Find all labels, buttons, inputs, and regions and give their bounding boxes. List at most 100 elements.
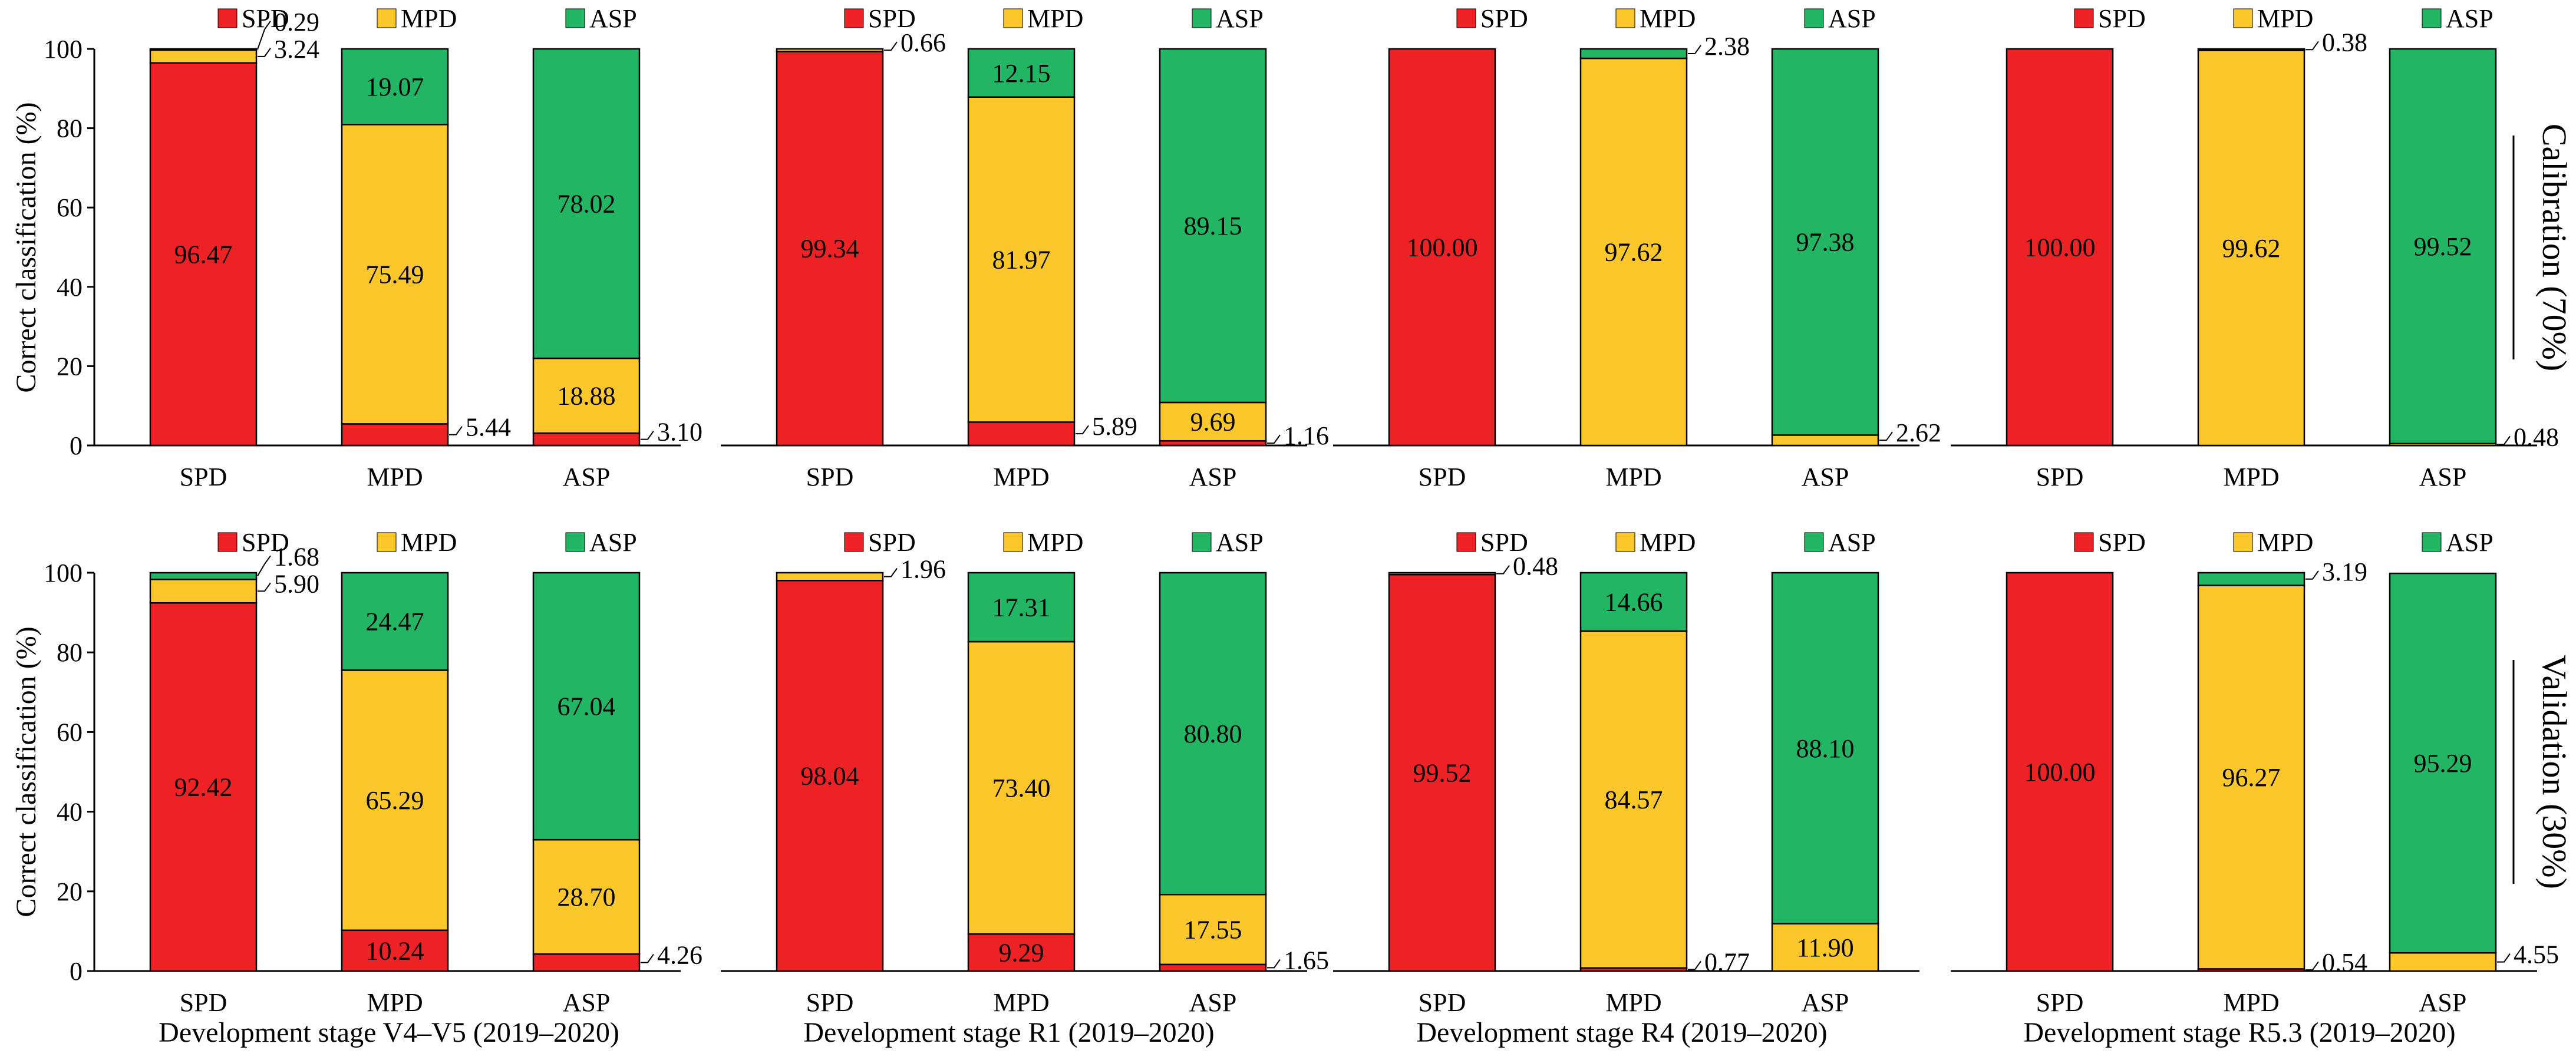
label-leader [257, 555, 271, 577]
legend-swatch [565, 8, 585, 28]
y-tick-label: 80 [57, 638, 83, 667]
x-tick-label: MPD [2223, 988, 2279, 1017]
legend-label: ASP [2446, 4, 2493, 33]
data-label: 1.68 [274, 542, 319, 571]
legend-label: ASP [589, 4, 637, 33]
bar-segment [532, 48, 641, 359]
bar-segment [1159, 48, 1267, 404]
label-leader [2305, 570, 2319, 580]
label-leader [1267, 959, 1281, 969]
bar-segment [2197, 572, 2305, 586]
data-label: 100.00 [2024, 233, 2096, 262]
data-label: 10.24 [366, 936, 424, 965]
x-tick-label: SPD [806, 988, 854, 1017]
data-label: 81.97 [992, 246, 1051, 275]
data-label: 97.62 [1605, 238, 1663, 267]
bar-segment [149, 579, 258, 604]
data-label: 9.29 [999, 939, 1044, 967]
chart-panel-8: SPD MPD ASP 100.00 SPD 0.54 96.27 3.19 MPD 4.55 95… [1951, 528, 2559, 1017]
y-tick-label: 60 [57, 193, 83, 222]
label-leader [1076, 425, 1089, 435]
y-tick-label: 80 [57, 114, 83, 143]
legend-swatch [1804, 8, 1824, 28]
bar-segment [1771, 572, 1879, 924]
data-label: 67.04 [558, 692, 616, 721]
chart-panel-3: SPD MPD ASP 100.00 SPD 97.62 2.38 MPD 2.62 97.38 A… [1333, 4, 1941, 491]
data-label: 0.38 [2322, 28, 2367, 57]
label-leader [1688, 45, 1701, 55]
bar-segment [967, 572, 1076, 643]
data-label: 9.69 [1190, 408, 1236, 437]
legend-swatch [217, 8, 238, 28]
x-tick-label: ASP [1189, 988, 1237, 1017]
bar-segment [532, 572, 641, 841]
legend-label: ASP [1828, 4, 1876, 33]
legend-swatch [1804, 532, 1824, 552]
y-tick-label: 60 [57, 718, 83, 747]
x-tick-label: SPD [2036, 988, 2084, 1017]
data-label: 17.55 [1184, 916, 1242, 945]
bar-segment [1771, 434, 1879, 447]
data-label: 3.24 [274, 35, 319, 64]
x-tick-label: ASP [563, 463, 611, 491]
legend-label: MPD [401, 528, 457, 557]
data-label: 92.42 [174, 773, 233, 802]
data-label: 0.66 [901, 28, 946, 57]
stage-label-r1: Development stage R1 (2019–2020) [803, 1017, 1214, 1048]
y-tick-label: 20 [57, 877, 83, 906]
bar-segment [967, 48, 1076, 98]
legend-swatch [1003, 8, 1023, 28]
bar-segment [2197, 48, 2305, 51]
bar-segment [1771, 48, 1879, 436]
data-label: 95.29 [2414, 749, 2472, 778]
bar-segment [776, 572, 884, 582]
x-tick-label: SPD [180, 988, 227, 1017]
bar-segment [2389, 48, 2497, 445]
x-tick-label: SPD [180, 463, 227, 491]
legend-label: MPD [401, 4, 457, 33]
label-leader [257, 21, 271, 50]
legend-label: SPD [868, 528, 916, 557]
label-leader [258, 582, 271, 592]
label-leader [2305, 41, 2319, 51]
label-leader [641, 430, 654, 440]
chart-panel-4: SPD MPD ASP 100.00 SPD 99.62 0.38 MPD 0.48 99.52 A… [1951, 4, 2559, 491]
data-label: 84.57 [1605, 785, 1663, 814]
stage-label-v4-v5: Development stage V4–V5 (2019–2020) [159, 1017, 619, 1048]
x-tick-label: MPD [367, 463, 423, 491]
data-label: 11.90 [1796, 933, 1853, 962]
data-label: 0.54 [2322, 948, 2367, 977]
bar-segment [967, 640, 1076, 935]
legend-label: SPD [868, 4, 916, 33]
x-tick-label: SPD [1419, 463, 1466, 491]
data-label: 0.29 [274, 8, 319, 37]
bar-segment [341, 48, 449, 126]
label-leader [884, 568, 898, 577]
bar-segment [2006, 572, 2114, 972]
legend-swatch [1615, 8, 1635, 28]
data-label: 80.80 [1184, 719, 1242, 748]
data-label: 2.62 [1896, 418, 1941, 447]
legend-swatch [1192, 532, 1212, 552]
bar-segment [2006, 48, 2114, 447]
legend-label: MPD [1027, 4, 1083, 33]
legend-swatch [2233, 532, 2253, 552]
data-label: 24.47 [366, 607, 424, 636]
label-leader [1267, 434, 1281, 444]
data-label: 73.40 [992, 774, 1051, 803]
bar-segment [1159, 893, 1267, 966]
legend-swatch [565, 532, 585, 552]
legend-swatch [1615, 532, 1635, 552]
bar-segment [1771, 923, 1879, 972]
label-leader [1496, 565, 1510, 574]
data-label: 96.47 [174, 240, 233, 269]
data-label: 99.52 [1413, 759, 1472, 788]
data-label: 5.90 [274, 569, 319, 598]
legend-label: SPD [2098, 528, 2146, 557]
bar-segment [1159, 572, 1267, 896]
label-leader [258, 48, 271, 57]
data-label: 89.15 [1184, 212, 1242, 240]
legend-swatch [1192, 8, 1212, 28]
x-tick-label: MPD [367, 988, 423, 1017]
